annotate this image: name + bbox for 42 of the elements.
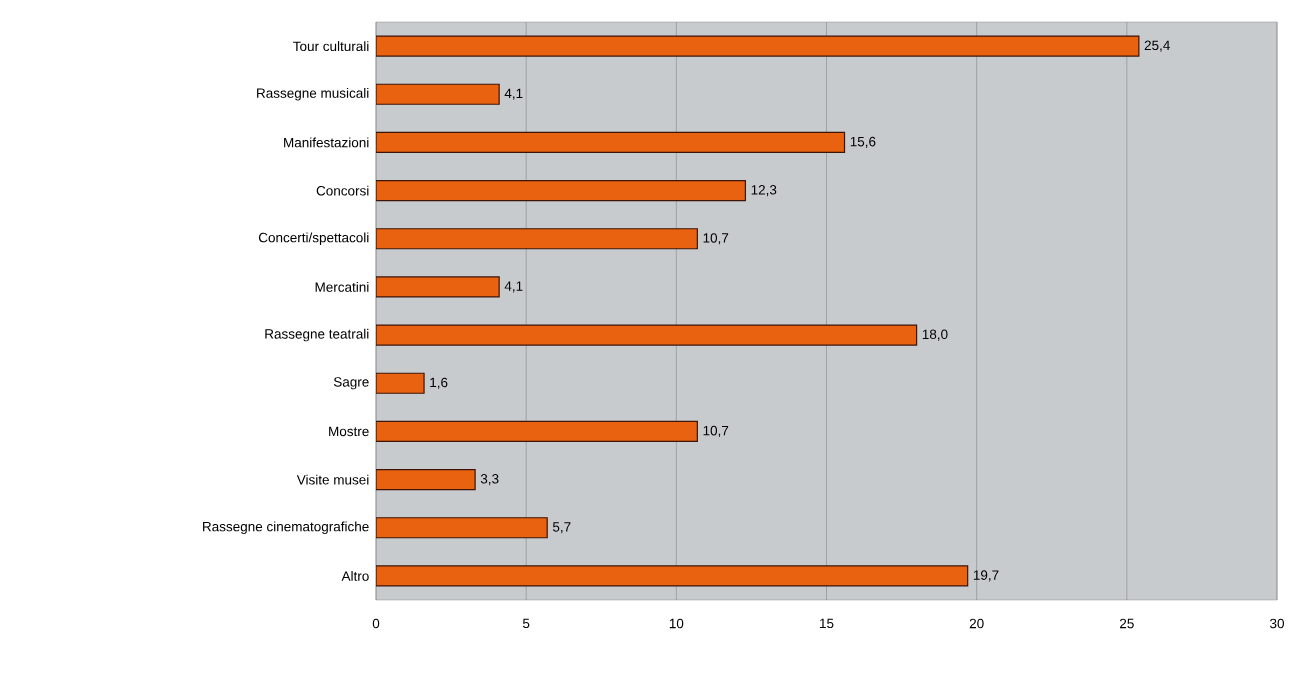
y-tick-label: Sagre (333, 377, 369, 390)
data-label: 5,7 (552, 522, 571, 534)
bar (376, 228, 698, 250)
data-label: 10,7 (703, 425, 729, 438)
data-label: 3,3 (480, 474, 499, 486)
y-tick-label: Rassegne teatrali (265, 328, 369, 342)
data-label: 1,6 (430, 377, 448, 389)
x-tick-label: 15 (820, 618, 834, 629)
bar (376, 83, 500, 105)
y-tick-label: Visite musei (296, 474, 369, 485)
y-tick-label: Tour culturali (293, 41, 369, 52)
x-tick-label: 0 (372, 618, 380, 629)
bar (376, 420, 698, 443)
data-label: 10,7 (703, 233, 729, 245)
bar (376, 324, 918, 346)
data-label: 18,0 (922, 329, 948, 341)
data-label: 4,1 (504, 88, 523, 100)
x-tick-label: 30 (1270, 618, 1284, 629)
x-tick-label: 10 (669, 618, 684, 629)
x-tick-label: 20 (969, 618, 984, 629)
bar (376, 517, 548, 539)
bar (376, 35, 1140, 57)
data-label: 15,6 (850, 136, 876, 148)
data-label: 19,7 (973, 570, 999, 582)
y-tick-label: Manifestazioni (284, 137, 369, 148)
bar (376, 131, 846, 154)
y-tick-label: Concorsi (316, 185, 369, 196)
bar (376, 179, 747, 202)
y-tick-label: Concerti/spettacoli (258, 232, 369, 246)
x-tick-label: 5 (522, 618, 530, 629)
data-label: 12,3 (751, 185, 777, 197)
x-tick-label: 25 (1120, 618, 1134, 629)
bar (376, 372, 425, 394)
y-tick-label: Rassegne cinematografiche (203, 521, 369, 535)
bar (376, 565, 969, 587)
y-tick-label: Mostre (329, 426, 369, 437)
bar (376, 468, 476, 491)
data-label: 25,4 (1144, 40, 1170, 52)
y-tick-label: Mercatini (315, 281, 369, 292)
data-label: 4,1 (504, 281, 523, 293)
y-tick-label: Altro (341, 570, 369, 581)
y-tick-label: Rassegne musicali (257, 87, 369, 101)
